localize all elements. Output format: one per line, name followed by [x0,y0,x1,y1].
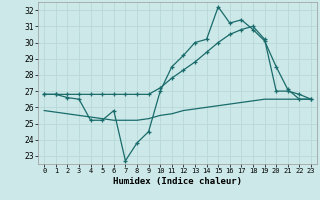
X-axis label: Humidex (Indice chaleur): Humidex (Indice chaleur) [113,177,242,186]
